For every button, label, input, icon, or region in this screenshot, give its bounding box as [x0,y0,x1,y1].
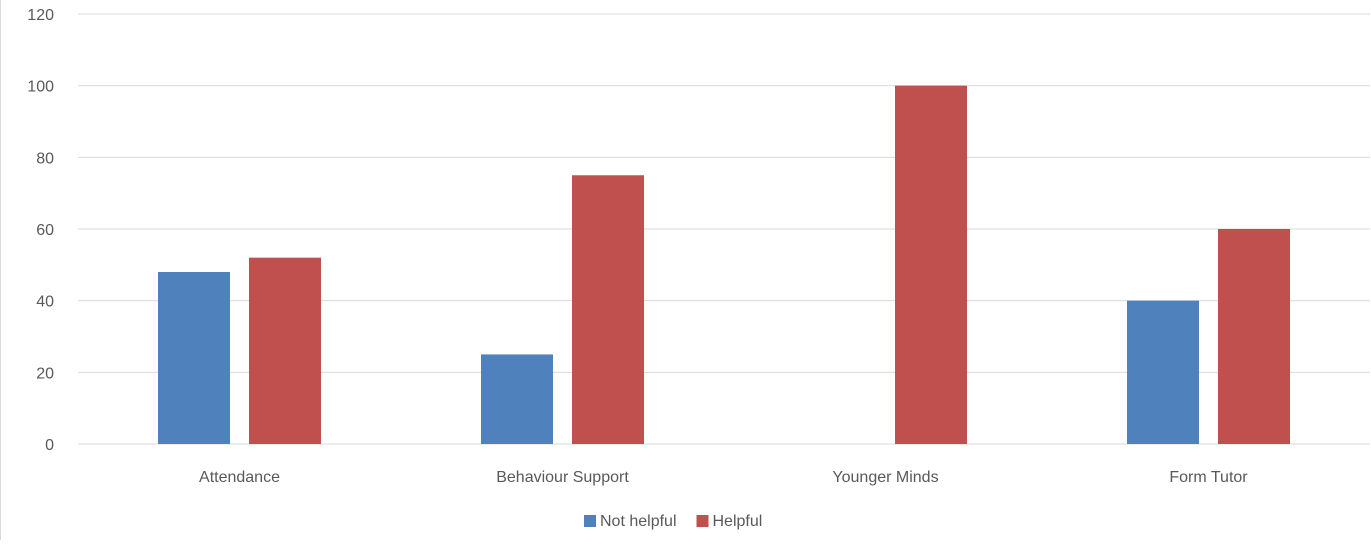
y-tick-label: 20 [36,365,54,382]
bar-not-helpful-form-tutor [1127,300,1199,444]
legend-swatch [584,515,596,527]
x-tick-label: Form Tutor [1169,469,1248,486]
y-tick-label: 0 [45,437,54,454]
bar-helpful-behaviour-support [572,175,644,444]
y-tick-label: 40 [36,294,54,311]
x-tick-label: Behaviour Support [496,469,629,486]
legend-label: Helpful [713,513,763,530]
bar-helpful-form-tutor [1218,229,1290,444]
bar-helpful-younger-minds [895,85,967,445]
chart-border-left [0,0,1,540]
x-tick-label: Younger Minds [832,469,938,486]
legend-label: Not helpful [600,513,677,530]
y-axis-tick-labels: 0 20 40 60 80 100 120 [27,7,54,454]
y-tick-label: 80 [36,150,54,167]
bar-helpful-attendance [249,257,321,444]
legend: Not helpful Helpful [584,513,762,530]
y-tick-label: 120 [27,7,54,24]
bars [158,85,1290,445]
bar-not-helpful-behaviour-support [481,354,553,444]
y-tick-label: 100 [27,79,54,96]
x-tick-label: Attendance [199,469,280,486]
legend-swatch [696,515,709,527]
y-tick-label: 60 [36,222,54,239]
x-axis-tick-labels: Attendance Behaviour Support Younger Minds… [199,469,1248,486]
bar-not-helpful-attendance [158,272,230,444]
